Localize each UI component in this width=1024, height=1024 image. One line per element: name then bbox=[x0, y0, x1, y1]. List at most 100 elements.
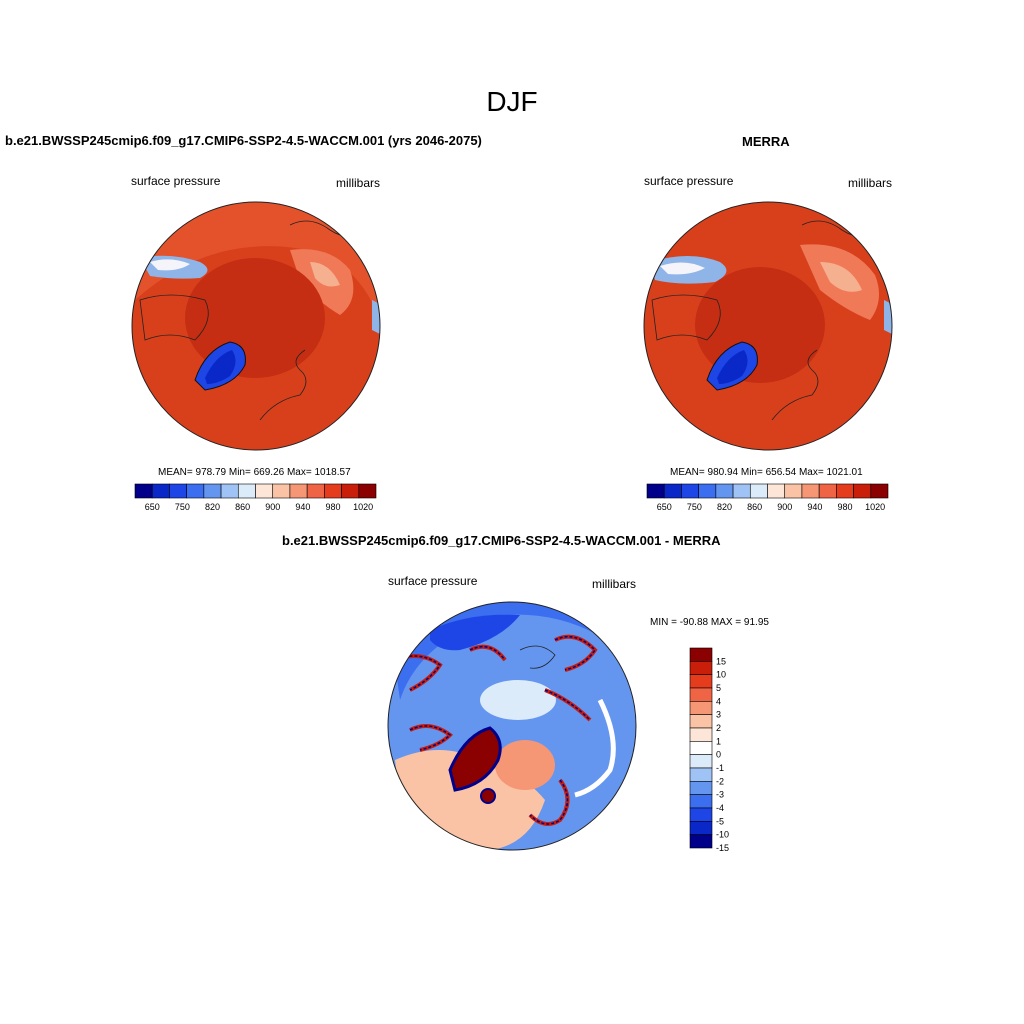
polar-map-diff bbox=[387, 601, 637, 851]
field-near-zero bbox=[480, 680, 556, 720]
field-noisy-negative bbox=[394, 635, 596, 825]
colorbar-swatch bbox=[715, 483, 734, 499]
colorbar-swatch bbox=[689, 834, 713, 849]
colorbar-swatch bbox=[818, 483, 837, 499]
colorbar-swatch bbox=[220, 483, 239, 499]
colorbar-tick-label: 750 bbox=[175, 502, 190, 512]
colorbar-tick-label: 900 bbox=[777, 502, 792, 512]
panel-diff-title: b.e21.BWSSP245cmip6.f09_g17.CMIP6-SSP2-4… bbox=[282, 533, 721, 548]
colorbar-swatch bbox=[272, 483, 291, 499]
colorbar-tick-label: 980 bbox=[837, 502, 852, 512]
colorbar-swatch bbox=[169, 483, 187, 499]
colorbar-tick-label: 860 bbox=[747, 502, 762, 512]
panel-model-stats: MEAN= 978.79 Min= 669.26 Max= 1018.57 bbox=[158, 467, 351, 478]
panel-model-units: millibars bbox=[336, 176, 381, 190]
field-greenland-dipole bbox=[448, 726, 502, 792]
colorbar-swatch bbox=[186, 483, 205, 499]
colorbar-swatch bbox=[341, 483, 360, 499]
colorbar-tick-label: -3 bbox=[716, 790, 724, 800]
coastline-arctic bbox=[519, 645, 556, 669]
colorbar-swatch bbox=[289, 483, 308, 499]
colorbar-tick-label: 750 bbox=[687, 502, 702, 512]
colorbar-swatch bbox=[255, 483, 274, 499]
colorbar-tick-label: 0 bbox=[716, 750, 721, 760]
colorbar-swatch bbox=[681, 483, 699, 499]
colorbar-tick-label: 4 bbox=[716, 696, 721, 706]
colorbar-swatch bbox=[203, 483, 222, 499]
field-band-north bbox=[132, 202, 380, 330]
polar-map-obs bbox=[643, 201, 893, 451]
colorbar-swatch bbox=[306, 483, 325, 499]
colorbar-tick-label: 1 bbox=[716, 736, 721, 746]
colorbar-tick-label: 940 bbox=[807, 502, 822, 512]
colorbar-swatch bbox=[646, 483, 665, 499]
colorbar-swatch bbox=[151, 483, 170, 499]
colorbar-swatch bbox=[801, 483, 820, 499]
colorbar-swatch bbox=[689, 687, 713, 702]
colorbar-tick-label: -2 bbox=[716, 776, 724, 786]
coastline-europe bbox=[259, 349, 307, 421]
field-neutral-patch bbox=[660, 262, 705, 275]
colorbar-swatch bbox=[689, 647, 713, 662]
colorbar-tick-label: 5 bbox=[716, 683, 721, 693]
panel-diff-units: millibars bbox=[592, 577, 637, 591]
colorbar-tick-label: -1 bbox=[716, 763, 724, 773]
colorbar-swatch bbox=[689, 727, 713, 742]
colorbar-obs: 650 750 820 860 900 940 980 1020 bbox=[646, 483, 889, 512]
panel-diff-stats: MIN = -90.88 MAX = 91.95 bbox=[650, 617, 769, 628]
colorbar-swatch bbox=[689, 674, 713, 689]
colorbar-swatch bbox=[784, 483, 803, 499]
colorbar-swatch bbox=[870, 483, 889, 499]
panel-obs-units: millibars bbox=[848, 176, 893, 190]
colorbar-tick-label: 860 bbox=[235, 502, 250, 512]
colorbar-tick-label: 2 bbox=[716, 723, 721, 733]
colorbar-swatch bbox=[237, 483, 256, 499]
colorbar-tick-label: -5 bbox=[716, 816, 724, 826]
colorbar-swatch bbox=[698, 483, 717, 499]
field-greenland-core bbox=[205, 350, 236, 384]
map-boundary bbox=[131, 201, 381, 451]
colorbar-swatch bbox=[689, 794, 713, 809]
colorbar-swatch bbox=[358, 483, 377, 499]
polar-map-model bbox=[131, 201, 381, 451]
field-strong-negative bbox=[430, 614, 520, 651]
colorbar-tick-label: 820 bbox=[717, 502, 732, 512]
colorbar-swatch bbox=[663, 483, 682, 499]
colorbar-tick-label: 650 bbox=[145, 502, 160, 512]
panel-obs-variable: surface pressure bbox=[644, 174, 734, 188]
field-white-band bbox=[574, 698, 616, 798]
colorbar-swatch bbox=[749, 483, 768, 499]
panel-diff-variable: surface pressure bbox=[388, 574, 478, 588]
panel-model-title: b.e21.BWSSP245cmip6.f09_g17.CMIP6-SSP2-4… bbox=[5, 133, 482, 148]
field-light-patch bbox=[310, 262, 340, 287]
colorbar-swatch bbox=[689, 661, 713, 675]
field-neutral-patch bbox=[150, 259, 190, 271]
colorbar-swatch bbox=[689, 754, 713, 769]
field-greenland-core bbox=[717, 350, 748, 384]
colorbar-tick-label: -4 bbox=[716, 803, 724, 813]
field-island-dipole bbox=[480, 788, 496, 804]
colorbar-swatch bbox=[689, 714, 713, 729]
map-boundary bbox=[643, 201, 893, 451]
colorbar-swatch bbox=[689, 741, 713, 755]
colorbar-swatch bbox=[767, 483, 786, 499]
colorbar-tick-label: 820 bbox=[205, 502, 220, 512]
colorbar-tick-label: 1020 bbox=[865, 502, 885, 512]
colorbar-swatch bbox=[689, 767, 713, 782]
field-light-patch bbox=[820, 262, 862, 292]
figure-title: DJF bbox=[486, 86, 538, 117]
colorbar-tick-label: 650 bbox=[657, 502, 672, 512]
panel-obs-title: MERRA bbox=[742, 134, 790, 149]
colorbar-tick-label: 900 bbox=[265, 502, 280, 512]
panel-model-variable: surface pressure bbox=[131, 174, 221, 188]
field-edge-patch bbox=[884, 300, 892, 335]
colorbar-swatch bbox=[689, 701, 713, 715]
colorbar-tick-label: -10 bbox=[716, 830, 729, 840]
map-boundary bbox=[387, 601, 637, 851]
colorbar-swatch bbox=[853, 483, 872, 499]
colorbar-model: 650 750 820 860 900 940 980 1020 bbox=[134, 483, 377, 512]
field-edge-patch bbox=[372, 300, 380, 335]
colorbar-swatch bbox=[836, 483, 854, 499]
colorbar-swatch bbox=[689, 781, 713, 795]
